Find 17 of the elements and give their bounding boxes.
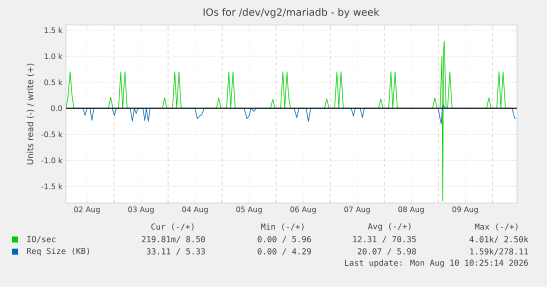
- text: 0.00 / 4.29: [258, 248, 311, 256]
- text: Last update: Mon Aug 10 10:25:14 2026: [345, 260, 528, 268]
- text: 20.07 / 5.98: [358, 248, 416, 256]
- text: 219.81m/ 8.50: [142, 236, 205, 243]
- text: 0.00 / 5.96: [258, 236, 311, 243]
- legend-label: Req Size (KB): [27, 248, 89, 256]
- text: 1.59k/278.11: [470, 248, 528, 256]
- text: Max (-/+): [475, 223, 518, 231]
- text: 12.31 / 70.35: [353, 236, 416, 243]
- text: Cur (-/+): [151, 223, 194, 231]
- text: 4.01k/ 2.50k: [470, 236, 528, 243]
- y-axis-title: Units read (-) / write (+): [26, 64, 34, 164]
- legend-label: IO/sec: [27, 236, 56, 243]
- text: Min (-/+): [261, 223, 304, 231]
- text: 33.11 / 5.33: [146, 248, 205, 256]
- text: Avg (-/+): [368, 223, 411, 231]
- chart-title: IOs for /dev/vg2/mariadb - by week: [204, 8, 380, 18]
